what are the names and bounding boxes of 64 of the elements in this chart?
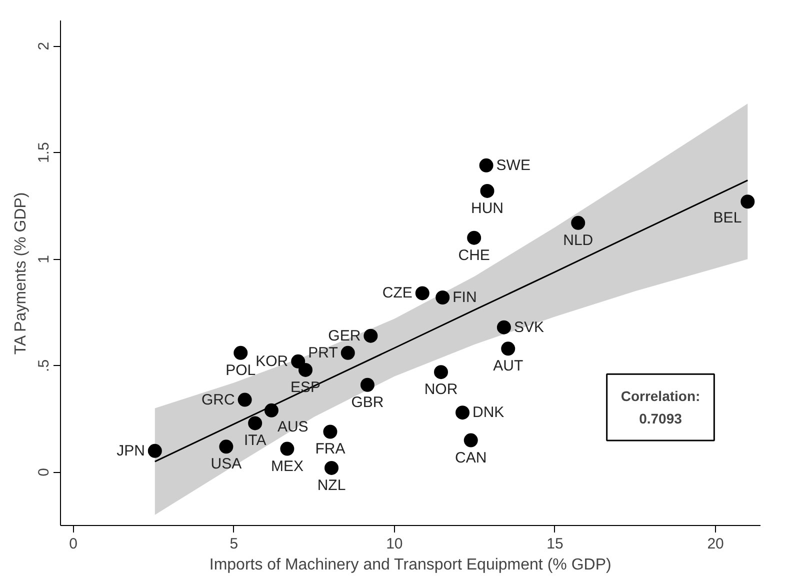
annotation: FRA: [315, 440, 346, 458]
annotation: GBR: [351, 394, 384, 411]
point: [467, 230, 482, 245]
annotation: CAN: [455, 449, 487, 466]
annotation: AUS: [277, 418, 308, 436]
x-axis-title: Imports of Machinery and Transport Equipment (% GDP): [209, 556, 612, 574]
annotation: NOR: [424, 381, 458, 398]
y-tick-label: 2: [36, 42, 52, 50]
point: [291, 354, 306, 368]
point: [464, 433, 478, 448]
annotation: CZE: [382, 284, 412, 302]
point: [496, 320, 511, 334]
x-tick-label: 5: [230, 536, 238, 552]
point: [323, 424, 338, 439]
point: [360, 378, 374, 392]
x-tick-label: 0: [69, 536, 78, 552]
y-tick-label: 1.5: [36, 142, 52, 164]
y-tick-label: 0: [36, 468, 52, 476]
annotation: USA: [210, 456, 242, 473]
point: [436, 290, 450, 304]
annotation: SVK: [514, 318, 544, 336]
annotation: KOR: [256, 352, 288, 370]
annotation: NLD: [563, 232, 594, 249]
point: [501, 342, 516, 356]
point: [434, 365, 448, 380]
annotation: JPN: [116, 442, 145, 460]
annotation: GRC: [201, 391, 235, 408]
y-tick-label: 1: [36, 254, 52, 264]
annotation: Correlation: 0.7093: [620, 388, 700, 426]
point: [280, 442, 294, 456]
annotation: HUN: [470, 200, 504, 217]
point: [740, 194, 755, 209]
x-tick-label: 10: [386, 536, 403, 552]
point: [219, 440, 234, 454]
annotation: DNK: [472, 404, 504, 422]
point: [456, 406, 470, 420]
x-tick-label: 20: [707, 536, 724, 552]
annotation: POL: [226, 362, 256, 379]
point: [480, 184, 494, 198]
point: [415, 286, 430, 300]
annotation: FIN: [452, 289, 477, 306]
annotation: CHE: [458, 246, 490, 264]
point: [248, 416, 262, 430]
point: [238, 392, 252, 407]
point: [340, 346, 355, 360]
annotation: AUT: [493, 358, 524, 375]
point: [324, 460, 339, 475]
y-tick-label: .5: [36, 359, 52, 372]
point: [479, 158, 494, 172]
annotation: BEL: [713, 210, 742, 227]
x-tick-label: 15: [546, 536, 564, 552]
annotation: MEX: [270, 458, 304, 475]
annotation: PRT: [308, 344, 338, 362]
annotation: SWE: [496, 156, 530, 174]
annotation: NZL: [317, 476, 346, 494]
point: [298, 362, 312, 377]
annotation: ITA: [244, 432, 266, 450]
point: [364, 328, 378, 343]
point: [148, 444, 162, 458]
annotation: GER: [328, 327, 361, 344]
point: [264, 403, 278, 418]
y-axis-title: TA Payments (% GDP): [12, 192, 30, 355]
point: [234, 346, 248, 360]
point: [571, 216, 586, 230]
